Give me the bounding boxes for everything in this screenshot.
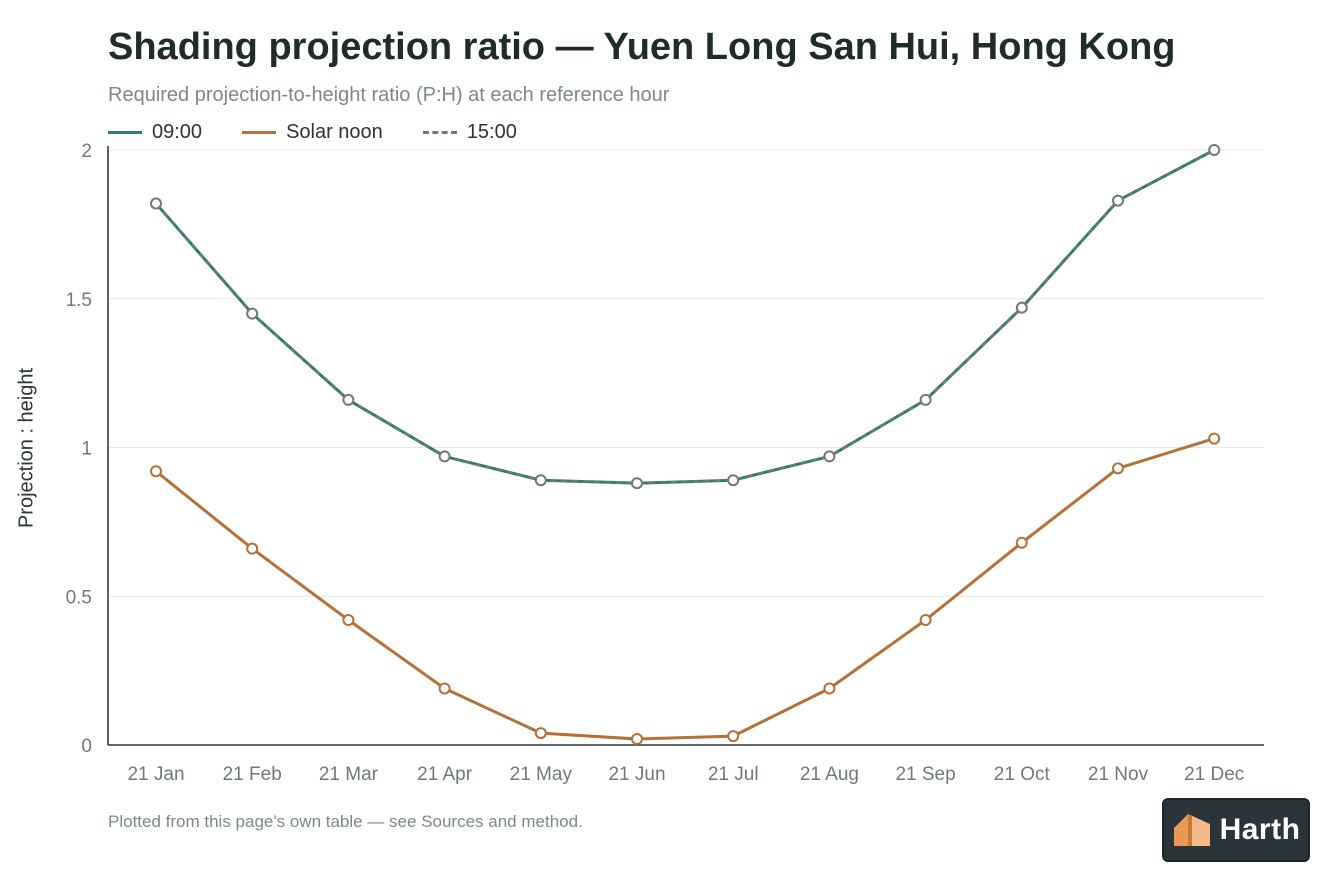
data-point xyxy=(534,727,547,740)
data-point xyxy=(1015,301,1028,314)
logo-text: Harth xyxy=(1219,813,1301,846)
data-point xyxy=(919,614,932,627)
footnote: Plotted from this page's own table — see… xyxy=(108,812,583,831)
data-point xyxy=(1208,144,1221,156)
legend-label-solar-noon: Solar noon xyxy=(286,120,383,143)
chart-title: Shading projection ratio — Yuen Long San… xyxy=(108,26,1176,68)
chart-legend: 09:00 Solar noon 15:00 xyxy=(108,120,557,144)
y-tick-label: 0 xyxy=(81,736,92,757)
data-point xyxy=(246,307,259,320)
data-point xyxy=(631,733,643,746)
legend-label-0900: 09:00 xyxy=(152,120,203,143)
y-tick-label: 0.5 xyxy=(66,587,92,608)
data-point xyxy=(246,542,259,555)
data-point xyxy=(438,450,451,463)
x-tick-label: 21 Apr xyxy=(417,764,473,785)
x-tick-label: 21 Aug xyxy=(800,764,859,785)
gridlines xyxy=(108,149,1264,597)
data-points xyxy=(150,144,1221,746)
x-tick-label: 21 May xyxy=(510,764,573,785)
data-point xyxy=(534,474,547,487)
legend-swatch-solar-noon xyxy=(242,130,277,134)
series-line xyxy=(154,148,1215,485)
data-point xyxy=(727,474,740,487)
chart-subtitle: Required projection-to-height ratio (P:H… xyxy=(108,84,670,106)
legend-item-1500: 15:00 xyxy=(422,120,517,144)
harth-logo: Harth xyxy=(1162,798,1310,862)
data-point xyxy=(1208,432,1221,445)
legend-swatch-1500 xyxy=(422,130,457,134)
axes xyxy=(107,146,1264,746)
x-tick-label: 21 Sep xyxy=(895,764,955,785)
data-point xyxy=(1015,536,1028,549)
y-tick-label: 2 xyxy=(81,141,92,162)
x-tick-label: 21 Feb xyxy=(223,764,282,785)
data-point xyxy=(823,682,836,695)
series-line xyxy=(155,149,1215,485)
legend-item-solar-noon: Solar noon xyxy=(242,121,383,144)
data-point xyxy=(150,465,162,478)
x-tick-label: 21 Dec xyxy=(1184,764,1244,785)
harth-house-icon xyxy=(1173,814,1210,846)
series-lines xyxy=(154,148,1215,741)
legend-item-0900: 09:00 xyxy=(108,121,202,144)
legend-label-1500: 15:00 xyxy=(466,120,517,143)
data-point xyxy=(727,730,740,743)
x-tick-label: 21 Jun xyxy=(608,764,665,785)
data-point xyxy=(342,393,355,406)
data-point xyxy=(150,197,162,210)
data-point xyxy=(1112,462,1124,475)
x-tick-label: 21 Jan xyxy=(127,764,184,785)
data-point xyxy=(438,682,451,695)
x-tick-label: 21 Nov xyxy=(1088,764,1149,785)
x-tick-label: 21 Oct xyxy=(994,764,1051,785)
data-point xyxy=(823,450,836,463)
tick-labels: 0 0.5 1 1.5 2 21 Jan 21 Feb 21 Mar 21 Apr 21 May 2… xyxy=(66,141,1245,785)
x-tick-label: 21 Jul xyxy=(708,764,759,785)
series-line xyxy=(155,437,1215,741)
data-point xyxy=(631,477,643,490)
data-point xyxy=(919,393,932,406)
y-tick-label: 1 xyxy=(81,439,92,460)
legend-swatch-0900 xyxy=(108,130,142,134)
y-tick-label: 1.5 xyxy=(66,290,92,311)
data-point xyxy=(1112,194,1124,207)
data-point xyxy=(342,614,355,627)
x-tick-label: 21 Mar xyxy=(319,764,379,785)
